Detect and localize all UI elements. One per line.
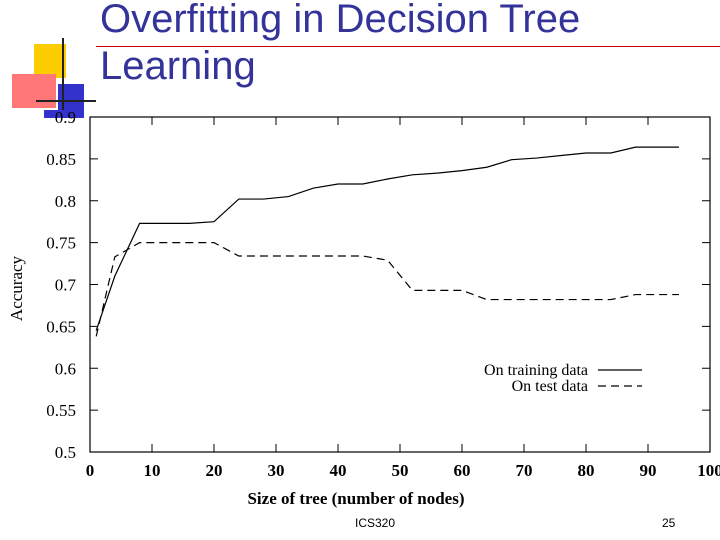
x-tick-label: 100 xyxy=(697,461,720,480)
x-tick-label: 0 xyxy=(86,461,95,480)
footer-right: 25 xyxy=(662,516,676,530)
x-tick-label: 30 xyxy=(268,461,285,480)
y-tick-label: 0.65 xyxy=(46,317,76,336)
x-tick-label: 70 xyxy=(516,461,533,480)
y-axis-label: Accuracy xyxy=(7,255,26,321)
y-tick-label: 0.9 xyxy=(55,108,76,127)
y-tick-label: 0.55 xyxy=(46,401,76,420)
x-tick-label: 60 xyxy=(454,461,471,480)
y-tick-label: 0.8 xyxy=(55,192,76,211)
y-tick-label: 0.6 xyxy=(55,359,76,378)
x-tick-label: 50 xyxy=(392,461,409,480)
y-tick-label: 0.75 xyxy=(46,234,76,253)
legend-label-training: On training data xyxy=(484,362,588,379)
title-rule xyxy=(96,46,720,47)
x-tick-label: 10 xyxy=(144,461,161,480)
y-tick-label: 0.5 xyxy=(55,443,76,462)
plot-frame xyxy=(89,116,711,453)
x-tick-label: 40 xyxy=(330,461,347,480)
y-tick-label: 0.7 xyxy=(55,276,77,295)
deco-vertical-line xyxy=(62,38,64,118)
footer-left: ICS320 xyxy=(355,516,396,530)
x-axis-label: Size of tree (number of nodes) xyxy=(247,489,464,508)
deco-blue-bar xyxy=(44,110,84,118)
deco-red-square xyxy=(12,74,56,108)
series-line-test xyxy=(95,242,679,337)
slide-title-line1: Overfitting in Decision Tree xyxy=(100,0,581,41)
slide-title-line2: Learning xyxy=(100,44,256,88)
legend-label-test: On test data xyxy=(512,378,588,395)
deco-yellow-square xyxy=(34,44,66,78)
slide-title: Overfitting in Decision Tree Learning xyxy=(100,0,580,90)
y-tick-label: 0.85 xyxy=(46,150,76,169)
x-tick-label: 90 xyxy=(640,461,657,480)
x-tick-label: 80 xyxy=(578,461,595,480)
series-line-training xyxy=(95,146,679,331)
deco-horizontal-line xyxy=(36,100,96,102)
x-tick-label: 20 xyxy=(206,461,223,480)
